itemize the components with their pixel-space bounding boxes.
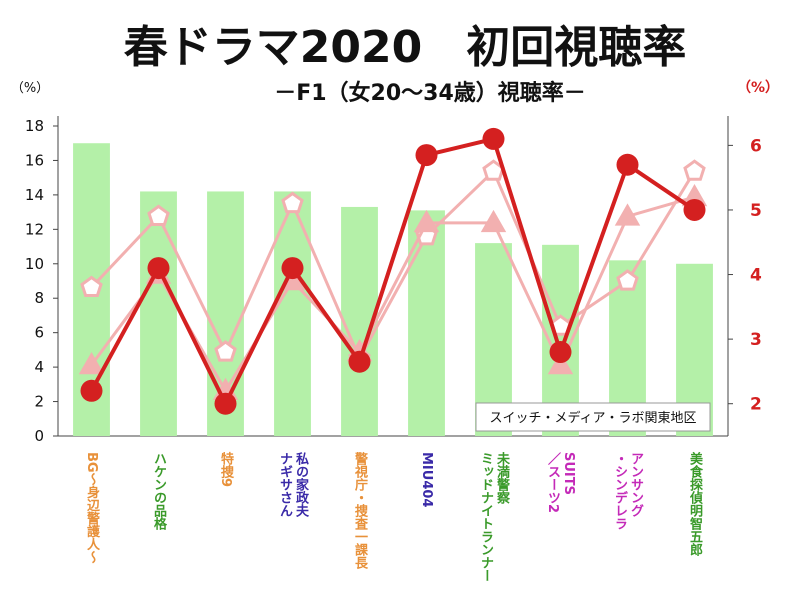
point [413, 209, 440, 233]
category-label: 未満警察 [494, 451, 511, 505]
point [616, 269, 639, 291]
category-label: 警視庁・捜査一課長 [352, 451, 369, 570]
right-axis: 2 3 4 5 6 [727, 116, 762, 436]
left-tick-label: 10 [25, 255, 44, 273]
category-label: 私の家政夫 [293, 451, 309, 518]
point [415, 144, 438, 167]
series-line-secondary [90, 169, 696, 360]
left-tick-label: 2 [34, 393, 44, 411]
left-axis-unit: （%） [11, 81, 49, 96]
point [281, 257, 304, 280]
point [214, 340, 237, 362]
category-label: SUITS [561, 452, 576, 495]
left-tick-label: 18 [25, 117, 44, 135]
source-note-box [475, 402, 711, 432]
line-series [78, 127, 708, 415]
category-label: ／スーツ2 [545, 451, 561, 513]
point [683, 198, 706, 221]
right-tick-label: 3 [750, 330, 762, 350]
point [80, 275, 103, 297]
point [683, 159, 706, 181]
left-tick-label: 6 [34, 324, 44, 342]
right-tick-label: 4 [750, 266, 762, 286]
category-label: ナギサさん [277, 452, 293, 517]
category-label: MIU404 [419, 452, 434, 507]
point [80, 379, 103, 402]
point [547, 351, 574, 375]
point [482, 127, 505, 150]
source-note: スイッチ・メディア・ラボ関東地区 [489, 410, 696, 426]
category-label: ・シンデレラ [612, 452, 627, 530]
point [616, 153, 639, 176]
left-tick-label: 12 [25, 220, 44, 238]
bar [140, 191, 177, 436]
category-label: ハケンの品格 [151, 452, 167, 531]
point [614, 203, 641, 226]
category-label: ミッドナイトランナー [478, 452, 494, 582]
point [147, 204, 170, 226]
chart-subtitle: －F1（女20～34歳）視聴率－ [274, 80, 586, 106]
point [480, 209, 507, 233]
point [147, 257, 170, 280]
right-tick-label: 6 [750, 136, 762, 156]
left-tick-label: 16 [25, 151, 44, 169]
category-label: BG～身辺警護人～ [84, 452, 100, 564]
chart-title: 春ドラマ2020 初回視聴率 [124, 22, 686, 73]
right-axis-unit: （%） [737, 80, 779, 96]
category-label: 美食探偵明智五郎 [687, 451, 704, 557]
left-tick-label: 14 [25, 186, 44, 204]
series-line-main [89, 136, 696, 406]
point [78, 351, 105, 375]
right-tick-label: 2 [750, 395, 762, 415]
point [214, 392, 237, 415]
category-label: アンサング [628, 452, 644, 517]
bar [274, 191, 311, 436]
point [281, 191, 304, 214]
left-tick-label: 0 [34, 427, 44, 445]
right-tick-label: 5 [750, 201, 762, 221]
point [348, 350, 371, 373]
left-tick-label: 8 [34, 289, 44, 307]
point [549, 341, 572, 364]
category-label: 特捜9 [218, 451, 234, 487]
left-tick-label: 4 [34, 358, 44, 376]
